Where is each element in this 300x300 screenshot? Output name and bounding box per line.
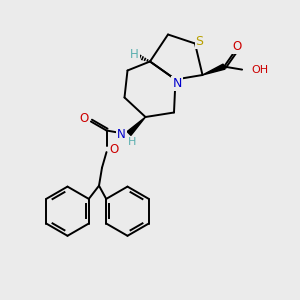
Text: O: O <box>232 40 242 53</box>
Text: O: O <box>80 112 89 125</box>
Text: S: S <box>196 35 203 49</box>
Polygon shape <box>127 117 146 135</box>
Text: OH: OH <box>251 64 268 75</box>
Text: N: N <box>117 128 126 142</box>
Text: N: N <box>172 76 182 90</box>
Text: H: H <box>130 48 139 62</box>
Text: O: O <box>110 143 118 156</box>
Text: H: H <box>128 137 136 147</box>
Polygon shape <box>202 64 225 75</box>
